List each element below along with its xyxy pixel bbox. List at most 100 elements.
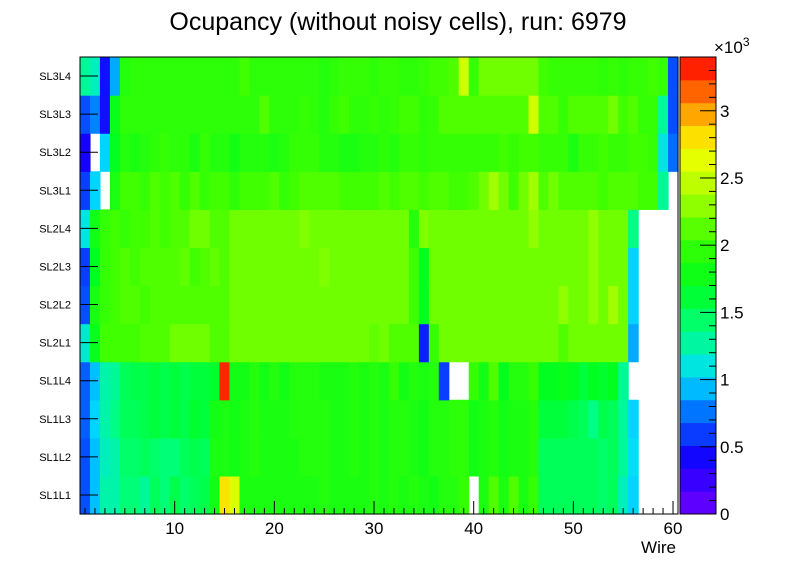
x-tick-label: 20	[265, 519, 284, 538]
heatmap-cell	[359, 475, 370, 515]
heatmap-cell	[109, 57, 121, 96]
heatmap-cell	[518, 323, 530, 363]
heatmap-cell	[458, 171, 470, 210]
heatmap-cell	[249, 171, 260, 210]
heatmap-cell	[289, 437, 300, 477]
heatmap-cell	[498, 323, 510, 363]
heatmap-cell	[119, 437, 131, 477]
heatmap-cell	[568, 209, 579, 249]
heatmap-cell	[488, 171, 500, 210]
colorbar-tick-label: 3	[720, 102, 729, 121]
heatmap-cell	[428, 209, 440, 249]
heatmap-cell	[478, 475, 490, 515]
heatmap-cell	[199, 95, 211, 134]
heatmap-cell	[269, 399, 280, 439]
heatmap-cell	[239, 57, 251, 96]
heatmap-cell	[309, 95, 320, 134]
colorbar-step	[680, 262, 716, 286]
heatmap-cell	[538, 133, 550, 172]
heatmap-cell	[259, 171, 270, 210]
heatmap-cell	[289, 171, 300, 210]
heatmap-cell	[448, 57, 460, 96]
heatmap-cell	[349, 285, 360, 325]
heatmap-cell	[468, 361, 480, 401]
heatmap-cell	[279, 95, 290, 134]
heatmap-cell	[199, 247, 211, 287]
heatmap-cell	[638, 57, 649, 96]
heatmap-cell	[488, 95, 500, 134]
heatmap-cell	[458, 285, 470, 325]
heatmap-cell	[638, 133, 649, 172]
heatmap-cell	[249, 323, 260, 363]
heatmap-cell	[388, 247, 400, 287]
heatmap-cell	[189, 133, 201, 172]
heatmap-cell	[229, 209, 241, 249]
heatmap-cell	[359, 133, 370, 172]
heatmap-cell	[259, 209, 270, 249]
heatmap-cell	[478, 323, 490, 363]
heatmap-cell	[179, 57, 191, 96]
heatmap-cell	[628, 57, 639, 96]
heatmap-cell	[269, 57, 280, 96]
heatmap-cell	[438, 133, 450, 172]
heatmap-cell	[578, 171, 589, 210]
heatmap-cell	[299, 399, 310, 439]
heatmap-cell	[369, 323, 380, 363]
y-tick-label: SL3L4	[39, 71, 71, 83]
heatmap-cell	[538, 475, 550, 515]
heatmap-cell	[608, 171, 619, 210]
heatmap-cell	[349, 209, 360, 249]
heatmap-cell	[289, 209, 300, 249]
heatmap-cell	[458, 95, 470, 134]
heatmap-cell	[339, 209, 350, 249]
heatmap-cell	[149, 361, 161, 401]
heatmap-cell	[209, 171, 221, 210]
heatmap-cell	[319, 437, 330, 477]
heatmap-cell	[229, 133, 241, 172]
heatmap-cell	[478, 247, 490, 287]
heatmap-cell	[458, 399, 470, 439]
heatmap-cell	[488, 133, 500, 172]
colorbar-step	[680, 468, 716, 492]
heatmap-cell	[239, 323, 251, 363]
heatmap-cell	[219, 437, 231, 477]
heatmap-cell	[309, 285, 320, 325]
heatmap-cell	[608, 95, 619, 134]
heatmap-cell	[379, 209, 390, 249]
colorbar-step	[680, 445, 716, 469]
heatmap-cell	[428, 247, 440, 287]
heatmap-cell	[369, 133, 380, 172]
heatmap-cell	[229, 95, 241, 134]
heatmap-cell	[588, 361, 599, 401]
heatmap-cell	[548, 399, 559, 439]
heatmap-cell	[588, 133, 599, 172]
heatmap-cell	[428, 399, 440, 439]
heatmap-cell	[628, 247, 639, 287]
heatmap-cell	[398, 247, 410, 287]
heatmap-cell	[149, 399, 161, 439]
colorbar-step	[680, 399, 716, 424]
heatmap-cell	[498, 209, 510, 249]
heatmap-cell	[329, 361, 340, 401]
heatmap-cell	[558, 361, 569, 401]
heatmap-cell	[578, 323, 589, 363]
heatmap-cell	[359, 285, 370, 325]
heatmap-cell	[538, 95, 550, 134]
heatmap-cell	[508, 209, 520, 249]
heatmap-cell	[428, 171, 440, 210]
heatmap-cell	[379, 437, 390, 477]
heatmap-cell	[508, 133, 520, 172]
heatmap-cell	[548, 361, 559, 401]
heatmap-cell	[628, 209, 639, 249]
heatmap-cell	[369, 95, 380, 134]
heatmap-cell	[219, 399, 231, 439]
colorbar-step	[680, 79, 716, 104]
heatmap-cell	[608, 361, 619, 401]
heatmap-cell	[548, 437, 559, 477]
heatmap-cell	[628, 95, 639, 134]
heatmap-cell	[209, 437, 221, 477]
heatmap-cell	[458, 209, 470, 249]
heatmap-cell	[129, 133, 141, 172]
heatmap-cell	[269, 209, 280, 249]
